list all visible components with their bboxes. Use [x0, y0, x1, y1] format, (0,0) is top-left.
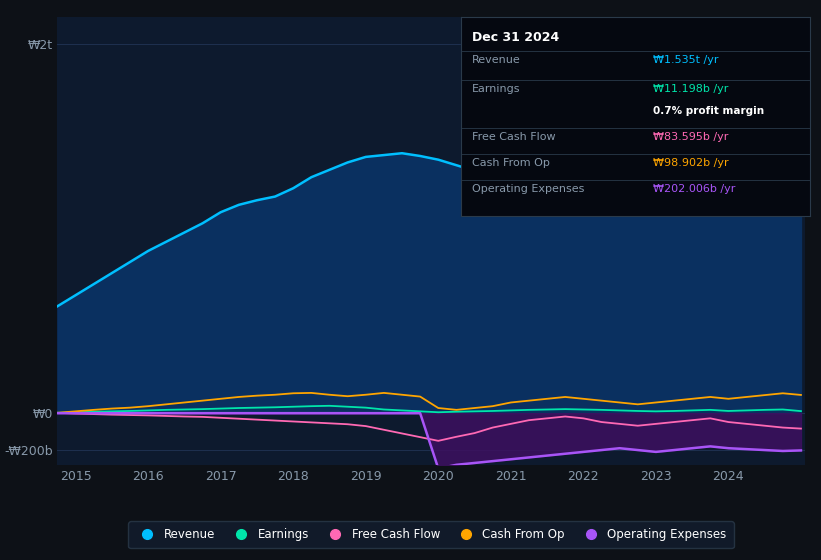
Text: ₩1.535t /yr: ₩1.535t /yr	[654, 54, 719, 64]
Legend: Revenue, Earnings, Free Cash Flow, Cash From Op, Operating Expenses: Revenue, Earnings, Free Cash Flow, Cash …	[128, 521, 734, 548]
Text: Cash From Op: Cash From Op	[472, 158, 550, 168]
Text: Free Cash Flow: Free Cash Flow	[472, 132, 556, 142]
Text: Operating Expenses: Operating Expenses	[472, 184, 585, 194]
Text: Dec 31 2024: Dec 31 2024	[472, 31, 559, 44]
Text: ₩98.902b /yr: ₩98.902b /yr	[654, 158, 729, 168]
Text: Earnings: Earnings	[472, 85, 521, 95]
Text: ₩202.006b /yr: ₩202.006b /yr	[654, 184, 736, 194]
Text: ₩83.595b /yr: ₩83.595b /yr	[654, 132, 729, 142]
Text: Revenue: Revenue	[472, 54, 521, 64]
Text: ₩11.198b /yr: ₩11.198b /yr	[654, 85, 729, 95]
Text: 0.7% profit margin: 0.7% profit margin	[654, 106, 764, 116]
